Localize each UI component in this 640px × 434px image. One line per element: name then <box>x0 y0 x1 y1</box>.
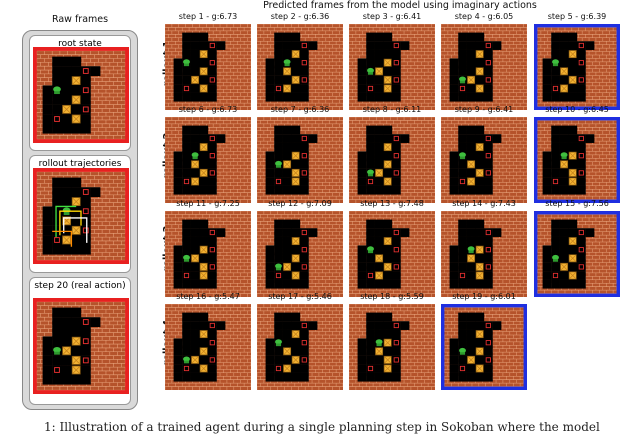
predicted-frame <box>349 304 435 390</box>
step-label: step 8 - g:6.11 <box>349 105 435 114</box>
step-label: step 13 - g:7.48 <box>349 199 435 208</box>
step-label: step 15 - g:7.56 <box>534 199 620 208</box>
raw-frames-title: Raw frames <box>22 14 138 25</box>
predicted-frame <box>441 117 527 203</box>
step-label: step 4 - g:6.05 <box>441 12 527 21</box>
step-label: step 18 - g:5.59 <box>349 292 435 301</box>
predicted-frame <box>349 211 435 297</box>
predicted-frame <box>165 211 251 297</box>
predicted-frame <box>441 24 527 110</box>
predicted-frame <box>534 211 620 297</box>
root-state-frame <box>33 47 129 143</box>
step-label: step 16 - g:5.47 <box>165 292 251 301</box>
predicted-frame <box>257 304 343 390</box>
step-label: step 11 - g:7.25 <box>165 199 251 208</box>
predicted-frame <box>349 117 435 203</box>
step-label: step 1 - g:6.73 <box>165 12 251 21</box>
step-label: step 10 - g:6.45 <box>534 105 620 114</box>
trajectory-arrows <box>33 168 129 264</box>
predicted-frame <box>257 211 343 297</box>
predicted-frame <box>441 211 527 297</box>
step-label: step 2 - g:6.36 <box>257 12 343 21</box>
predicted-frame <box>441 304 527 390</box>
predicted-frame <box>165 117 251 203</box>
predicted-frame <box>534 117 620 203</box>
step-label: step 7 - g:6.36 <box>257 105 343 114</box>
predicted-frame <box>165 304 251 390</box>
predicted-frame <box>165 24 251 110</box>
predicted-frame <box>257 24 343 110</box>
predicted-frame <box>534 24 620 110</box>
figure-caption: 1: Illustration of a trained agent durin… <box>0 420 640 434</box>
predicted-frame <box>349 24 435 110</box>
step-label: step 9 - g:6.41 <box>441 105 527 114</box>
header-title: Predicted frames from the model using im… <box>160 0 640 11</box>
step-label: step 12 - g:7.09 <box>257 199 343 208</box>
step-label: step 6 - g:6.73 <box>165 105 251 114</box>
step-label: step 17 - g:5.46 <box>257 292 343 301</box>
step-label: step 19 - g:6.01 <box>441 292 527 301</box>
real-action-label: step 20 (real action) <box>30 281 130 291</box>
predicted-frame <box>257 117 343 203</box>
step-label: step 3 - g:6.41 <box>349 12 435 21</box>
step-label: step 5 - g:6.39 <box>534 12 620 21</box>
real-action-frame <box>33 298 129 394</box>
step-label: step 14 - g:7.43 <box>441 199 527 208</box>
